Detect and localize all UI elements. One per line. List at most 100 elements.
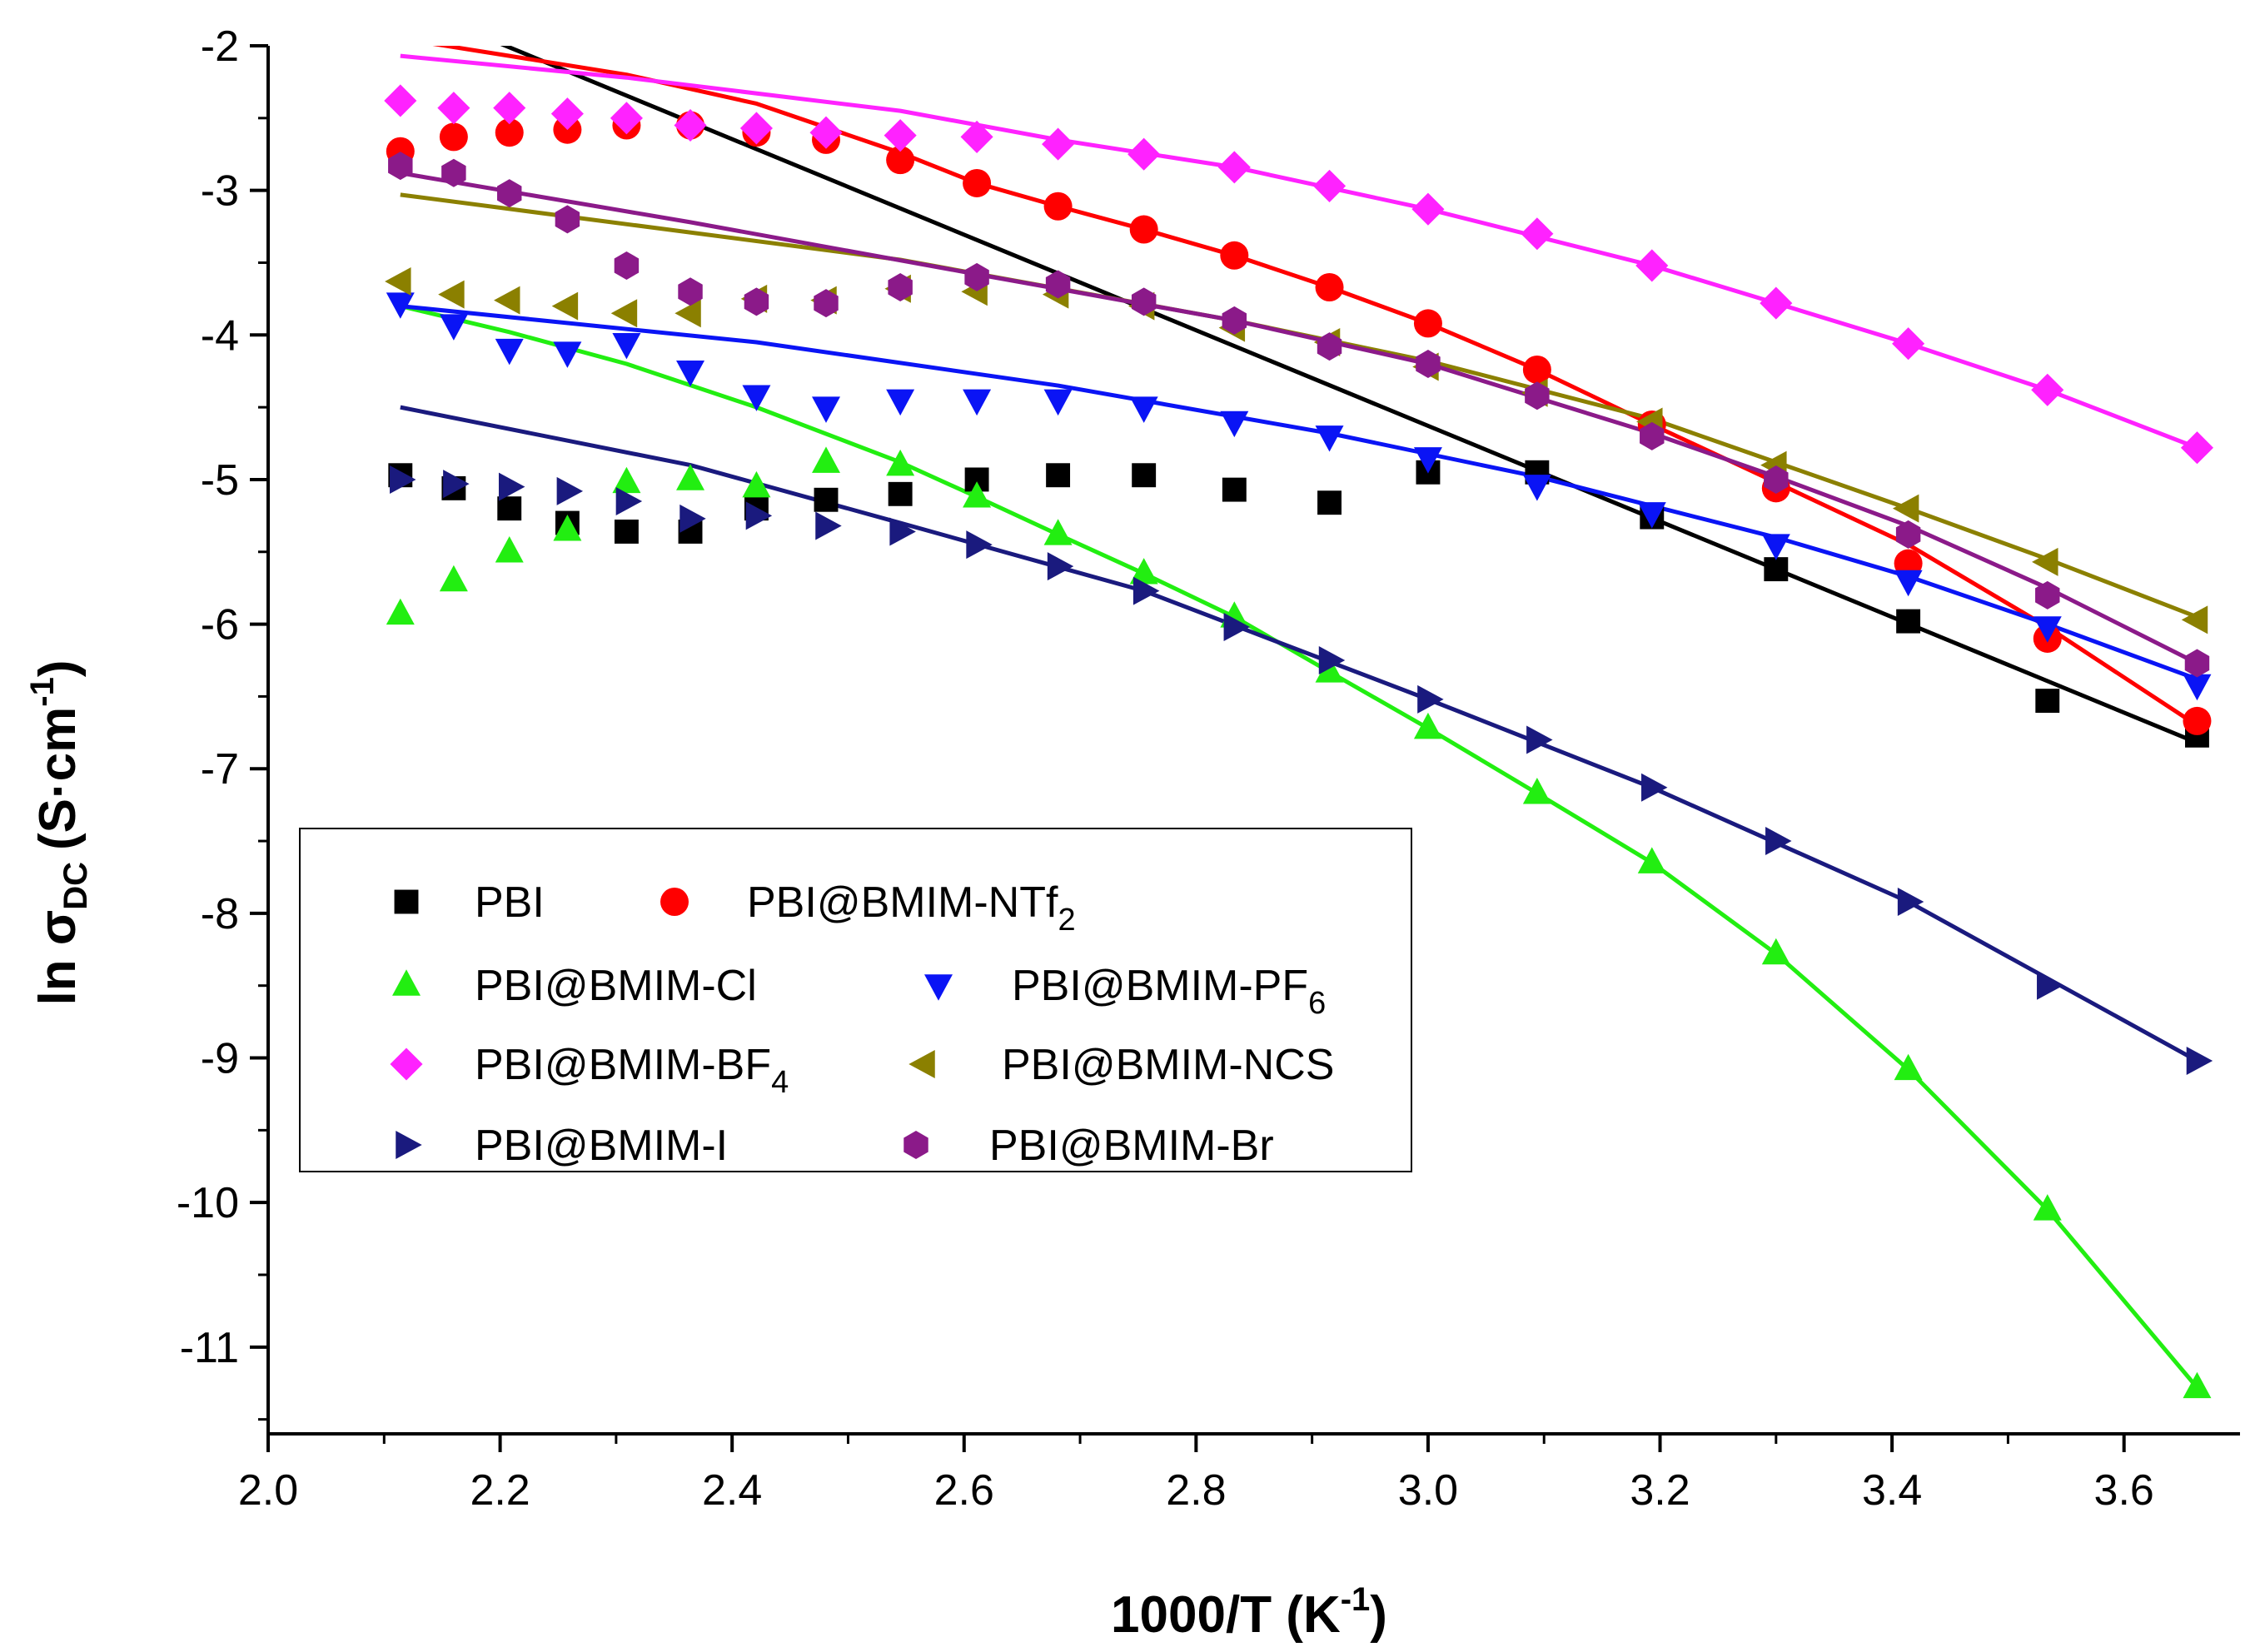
data-point-pbi-bmim-pf6 bbox=[1043, 389, 1073, 416]
data-point-pbi-bmim-cl bbox=[1894, 1053, 1923, 1081]
data-point-pbi-bmim-pf6 bbox=[886, 389, 915, 416]
data-point-pbi-bmim-br bbox=[555, 205, 580, 234]
data-point-pbi bbox=[1896, 609, 1921, 634]
data-point-pbi-bmim-br bbox=[614, 251, 640, 280]
y-tick-label: -7 bbox=[201, 745, 239, 794]
data-point-pbi-bmim-bf4 bbox=[550, 97, 584, 131]
x-tick-label: 2.8 bbox=[1166, 1466, 1226, 1515]
data-point-pbi-bmim-i bbox=[1047, 552, 1074, 581]
data-point-pbi-bmim-ntf2 bbox=[439, 122, 468, 152]
x-axis-title: 1000/T (K-1) bbox=[1111, 1581, 1387, 1644]
data-point-pbi-bmim-pf6 bbox=[553, 341, 582, 368]
data-point-pbi-bmim-ncs bbox=[551, 291, 579, 321]
x-tick-label: 3.2 bbox=[1630, 1466, 1690, 1515]
data-point-pbi-bmim-i bbox=[2186, 1046, 2213, 1075]
fit-line-pbi-bmim-ntf2 bbox=[432, 46, 2198, 728]
data-point-pbi-bmim-br bbox=[1895, 520, 1921, 549]
data-point-pbi-bmim-i bbox=[889, 517, 916, 546]
data-point-pbi-bmim-i bbox=[1132, 576, 1160, 605]
legend-marker-pbi-bmim-pf6 bbox=[924, 974, 953, 1001]
data-point-pbi-bmim-bf4 bbox=[384, 84, 417, 117]
data-point-pbi-bmim-cl bbox=[1129, 558, 1158, 585]
data-point-pbi-bmim-cl bbox=[439, 565, 468, 592]
y-tick-label: -2 bbox=[201, 22, 239, 71]
legend-marker-pbi bbox=[394, 889, 419, 914]
data-point-pbi-bmim-bf4 bbox=[884, 119, 917, 152]
y-tick-label: -11 bbox=[180, 1324, 239, 1372]
x-tick-label: 3.6 bbox=[2094, 1466, 2154, 1515]
data-point-pbi bbox=[1317, 490, 1342, 515]
axes: -2 -3 -4 -5 -6 -7 -8 -9 -10 -11 2.0 2.2 2.4 2.6 2.8 3.0… bbox=[177, 22, 2240, 1515]
data-point-pbi-bmim-i bbox=[1526, 725, 1553, 754]
data-point-pbi-bmim-cl bbox=[1522, 778, 1551, 804]
data-point-pbi-bmim-cl bbox=[2183, 1371, 2212, 1399]
y-axis-title: ln σDC(S·cm-1) bbox=[24, 659, 94, 1005]
legend-marker-pbi-bmim-bf4 bbox=[390, 1047, 423, 1081]
data-point-pbi-bmim-pf6 bbox=[1761, 534, 1790, 560]
data-point-pbi-bmim-pf6 bbox=[612, 332, 641, 360]
data-point-pbi-bmim-pf6 bbox=[1637, 502, 1666, 529]
data-point-pbi-bmim-cl bbox=[963, 481, 992, 508]
y-tick-label: -9 bbox=[201, 1035, 239, 1083]
data-point-pbi-bmim-i bbox=[679, 504, 706, 533]
data-point-pbi-bmim-ntf2 bbox=[1220, 241, 1249, 270]
data-point-pbi-bmim-i bbox=[966, 530, 993, 560]
data-point-pbi-bmim-pf6 bbox=[439, 314, 468, 341]
data-point-pbi-bmim-pf6 bbox=[676, 360, 705, 387]
data-point-pbi-bmim-pf6 bbox=[812, 396, 841, 423]
data-point-pbi-bmim-bf4 bbox=[2180, 431, 2214, 465]
legend-label-pbi-bmim-cl: PBI@BMIM-Cl bbox=[475, 962, 757, 1010]
data-point-pbi-bmim-bf4 bbox=[437, 92, 470, 125]
data-point-pbi-bmim-cl bbox=[2033, 1194, 2062, 1221]
data-markers bbox=[384, 84, 2214, 1399]
data-point-pbi-bmim-cl bbox=[812, 446, 841, 473]
data-point-pbi-bmim-pf6 bbox=[1220, 411, 1249, 438]
data-point-pbi-bmim-cl bbox=[1637, 847, 1666, 873]
legend-label-pbi-bmim-pf6: PBI@BMIM-PF6 bbox=[1012, 962, 1326, 1021]
data-point-pbi-bmim-br bbox=[1131, 287, 1157, 316]
data-point-pbi-bmim-br bbox=[814, 289, 839, 318]
data-point-pbi bbox=[1222, 477, 1247, 502]
data-point-pbi-bmim-bf4 bbox=[1892, 327, 1925, 361]
data-point-pbi-bmim-i bbox=[1765, 827, 1792, 856]
data-point-pbi-bmim-pf6 bbox=[386, 292, 415, 319]
x-tick-label: 3.4 bbox=[1862, 1466, 1922, 1515]
fit-line-pbi-bmim-br bbox=[400, 171, 2198, 665]
data-point-pbi-bmim-pf6 bbox=[1315, 425, 1344, 452]
data-point-pbi-bmim-i bbox=[815, 511, 842, 540]
y-tick-label: -10 bbox=[177, 1179, 239, 1227]
data-point-pbi-bmim-ntf2 bbox=[1413, 309, 1442, 338]
data-point-pbi bbox=[1764, 557, 1789, 582]
data-point-pbi-bmim-bf4 bbox=[674, 108, 707, 142]
data-point-pbi-bmim-br bbox=[1640, 421, 1665, 450]
data-point-pbi-bmim-ncs bbox=[494, 286, 520, 315]
legend-label-pbi-bmim-ncs: PBI@BMIM-NCS bbox=[1002, 1041, 1334, 1089]
data-point-pbi-bmim-pf6 bbox=[1894, 570, 1923, 597]
legend-label-pbi: PBI bbox=[475, 878, 545, 927]
y-tick-label: -8 bbox=[201, 890, 239, 938]
data-point-pbi-bmim-br bbox=[678, 277, 703, 306]
data-point-pbi-bmim-ncs bbox=[610, 299, 638, 328]
data-point-pbi-bmim-br bbox=[1317, 332, 1342, 361]
data-point-pbi-bmim-ncs bbox=[438, 280, 465, 309]
legend-marker-pbi-bmim-cl bbox=[392, 969, 421, 996]
data-point-pbi-bmim-cl bbox=[1315, 656, 1344, 683]
data-point-pbi-bmim-i bbox=[1417, 684, 1444, 714]
legend: PBI PBI@BMIM-NTf2 PBI@BMIM-Cl PBI@BMIM-PF6 P… bbox=[299, 828, 1412, 1172]
data-point-pbi-bmim-i bbox=[1318, 645, 1346, 674]
data-point-pbi-bmim-br bbox=[2184, 649, 2210, 678]
data-point-pbi-bmim-i bbox=[390, 465, 416, 494]
data-point-pbi-bmim-bf4 bbox=[610, 102, 643, 135]
data-point-pbi-bmim-ntf2 bbox=[1043, 192, 1073, 221]
data-point-pbi-bmim-cl bbox=[386, 598, 415, 625]
x-tick-label: 2.6 bbox=[934, 1466, 994, 1515]
data-point-pbi-bmim-cl bbox=[495, 536, 524, 563]
data-point-pbi-bmim-br bbox=[1045, 270, 1071, 299]
y-tick-label: -4 bbox=[201, 311, 239, 360]
data-point-pbi-bmim-ntf2 bbox=[963, 168, 992, 197]
legend-marker-pbi-bmim-ncs bbox=[908, 1050, 935, 1078]
fit-line-pbi bbox=[500, 46, 2198, 745]
data-point-pbi-bmim-bf4 bbox=[2031, 373, 2064, 406]
data-point-pbi-bmim-ncs bbox=[675, 299, 701, 328]
data-point-pbi-bmim-br bbox=[388, 152, 413, 181]
